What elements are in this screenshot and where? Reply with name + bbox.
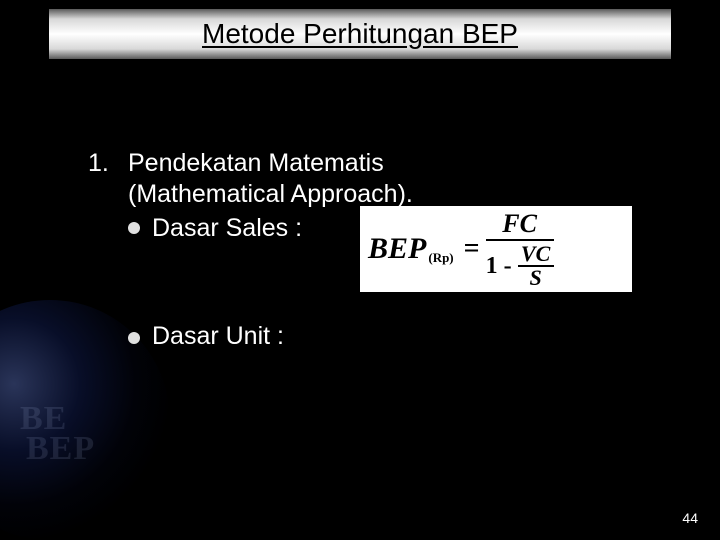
bullet-icon [128,213,152,244]
formula-numerator: FC [496,209,543,239]
ghost-line-2: BEP [26,430,95,468]
title-bar: Metode Perhitungan BEP [48,8,672,60]
sub-item-unit: Dasar Unit : [128,320,284,353]
denominator-prefix: 1 - [486,253,512,280]
ghost-bep-text: BE BEP [20,400,89,476]
sub-denominator: S [529,267,541,289]
sub-numerator: VC [521,243,550,265]
formula-fraction: FC 1 - VC S [486,209,554,289]
page-number: 44 [682,510,698,526]
sub-fraction: VC S [518,243,554,289]
sub-item-unit-label: Dasar Unit : [152,322,284,351]
slide-title: Metode Perhitungan BEP [202,18,518,50]
bullet-icon [128,322,152,353]
sub-item-sales-label: Dasar Sales : [152,213,302,244]
formula-subscript: (Rp) [428,250,453,266]
ghost-line-1: BE [20,400,89,438]
list-number: 1. [88,148,128,244]
formula-lhs: BEP [368,232,426,266]
formula-sales: BEP (Rp) = FC 1 - VC S [360,206,632,292]
heading-line-1: Pendekatan Matematis [128,148,413,179]
formula-equals: = [464,233,480,265]
formula-denominator: 1 - VC S [486,241,554,289]
